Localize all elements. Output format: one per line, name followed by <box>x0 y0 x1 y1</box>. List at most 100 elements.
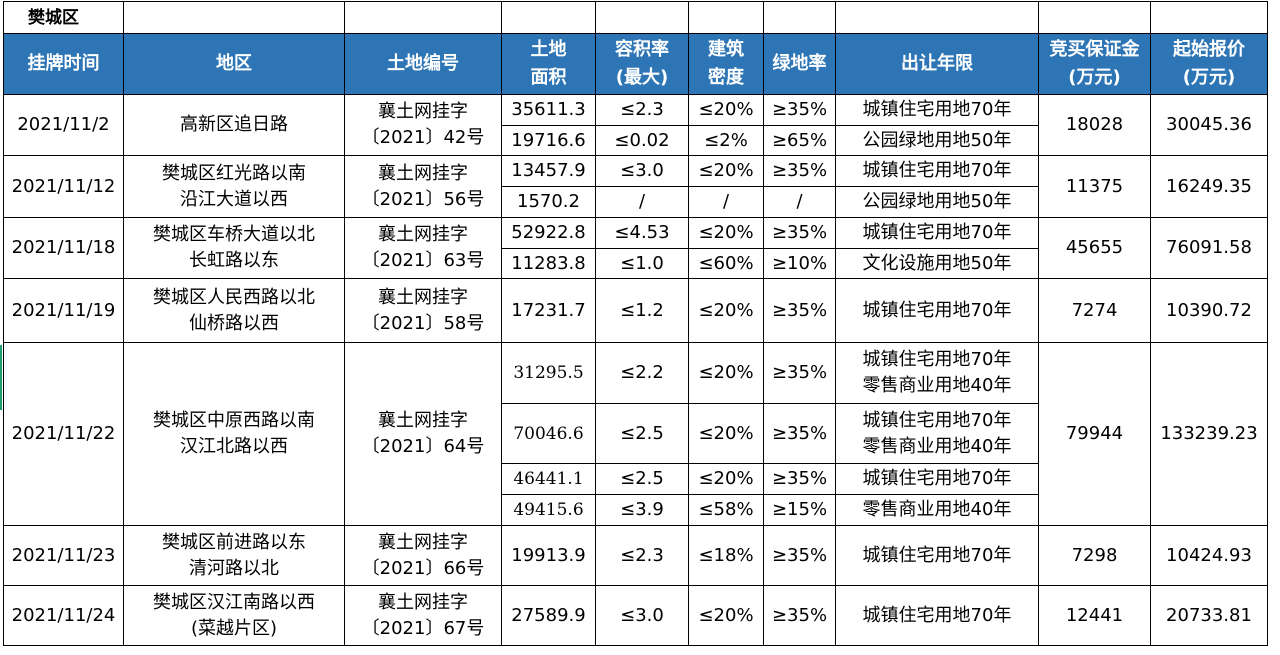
far-cell[interactable]: ≤3.0 <box>595 155 689 187</box>
sheet-title[interactable]: 樊城区 <box>3 1 124 34</box>
far-cell[interactable]: ≤4.53 <box>595 217 689 249</box>
area-cell[interactable]: 27589.9 <box>501 585 596 646</box>
deposit-cell[interactable]: 7274 <box>1038 278 1151 343</box>
region-cell[interactable]: 高新区追日路 <box>123 94 345 156</box>
green-rate-cell[interactable]: ≥35% <box>763 463 836 495</box>
far-cell[interactable]: / <box>595 186 689 218</box>
blank-cell[interactable] <box>1150 1 1268 34</box>
header-area[interactable]: 土地 面积 <box>501 33 596 95</box>
blank-cell[interactable] <box>595 1 689 34</box>
far-cell[interactable]: ≤2.5 <box>595 403 689 464</box>
deposit-cell[interactable]: 7298 <box>1038 525 1151 586</box>
region-cell[interactable]: 樊城区人民西路以北 仙桥路以西 <box>123 278 345 343</box>
start-price-cell[interactable]: 133239.23 <box>1150 342 1268 526</box>
start-price-cell[interactable]: 30045.36 <box>1150 94 1268 156</box>
density-cell[interactable]: ≤20% <box>688 342 764 404</box>
far-cell[interactable]: ≤2.5 <box>595 463 689 495</box>
area-cell[interactable]: 19716.6 <box>501 125 596 156</box>
header-listing-time[interactable]: 挂牌时间 <box>3 33 124 95</box>
term-cell[interactable]: 城镇住宅用地70年 <box>835 585 1039 646</box>
land-no-cell[interactable]: 襄土网挂字 〔2021〕56号 <box>344 155 502 218</box>
density-cell[interactable]: ≤60% <box>688 248 764 279</box>
listing-date-cell[interactable]: 2021/11/22 <box>3 342 124 526</box>
far-cell[interactable]: ≤3.9 <box>595 494 689 526</box>
density-cell[interactable]: ≤20% <box>688 403 764 464</box>
area-cell[interactable]: 35611.3 <box>501 94 596 126</box>
area-cell[interactable]: 13457.9 <box>501 155 596 187</box>
area-cell[interactable]: 46441.1 <box>501 463 596 495</box>
blank-cell[interactable] <box>835 1 1039 34</box>
term-cell[interactable]: 公园绿地用地50年 <box>835 125 1039 156</box>
green-rate-cell[interactable]: ≥10% <box>763 248 836 279</box>
region-cell[interactable]: 樊城区汉江南路以西 (菜越片区) <box>123 585 345 646</box>
density-cell[interactable]: ≤18% <box>688 525 764 586</box>
density-cell[interactable]: ≤20% <box>688 155 764 187</box>
green-rate-cell[interactable]: ≥15% <box>763 494 836 526</box>
term-cell[interactable]: 城镇住宅用地70年 零售商业用地40年 <box>835 403 1039 464</box>
density-cell[interactable]: ≤20% <box>688 278 764 343</box>
density-cell[interactable]: ≤58% <box>688 494 764 526</box>
area-cell[interactable]: 70046.6 <box>501 403 596 464</box>
green-rate-cell[interactable]: ≥35% <box>763 342 836 404</box>
header-land-no[interactable]: 土地编号 <box>344 33 502 95</box>
far-cell[interactable]: ≤1.0 <box>595 248 689 279</box>
far-cell[interactable]: ≤2.3 <box>595 525 689 586</box>
term-cell[interactable]: 城镇住宅用地70年 <box>835 525 1039 586</box>
blank-cell[interactable] <box>123 1 345 34</box>
green-rate-cell[interactable]: ≥35% <box>763 403 836 464</box>
region-cell[interactable]: 樊城区红光路以南 沿江大道以西 <box>123 155 345 218</box>
area-cell[interactable]: 19913.9 <box>501 525 596 586</box>
blank-cell[interactable] <box>763 1 836 34</box>
start-price-cell[interactable]: 20733.81 <box>1150 585 1268 646</box>
density-cell[interactable]: ≤20% <box>688 463 764 495</box>
header-far[interactable]: 容积率 (最大) <box>595 33 689 95</box>
area-cell[interactable]: 49415.6 <box>501 494 596 526</box>
far-cell[interactable]: ≤0.02 <box>595 125 689 156</box>
deposit-cell[interactable]: 79944 <box>1038 342 1151 526</box>
term-cell[interactable]: 城镇住宅用地70年 <box>835 94 1039 126</box>
listing-date-cell[interactable]: 2021/11/24 <box>3 585 124 646</box>
area-cell[interactable]: 1570.2 <box>501 186 596 218</box>
far-cell[interactable]: ≤2.3 <box>595 94 689 126</box>
listing-date-cell[interactable]: 2021/11/2 <box>3 94 124 156</box>
green-rate-cell[interactable]: ≥35% <box>763 525 836 586</box>
land-no-cell[interactable]: 襄土网挂字 〔2021〕64号 <box>344 342 502 526</box>
area-cell[interactable]: 11283.8 <box>501 248 596 279</box>
blank-cell[interactable] <box>688 1 764 34</box>
listing-date-cell[interactable]: 2021/11/12 <box>3 155 124 218</box>
start-price-cell[interactable]: 16249.35 <box>1150 155 1268 218</box>
start-price-cell[interactable]: 10424.93 <box>1150 525 1268 586</box>
deposit-cell[interactable]: 45655 <box>1038 217 1151 279</box>
green-rate-cell[interactable]: ≥65% <box>763 125 836 156</box>
header-deposit[interactable]: 竞买保证金 (万元) <box>1038 33 1151 95</box>
area-cell[interactable]: 52922.8 <box>501 217 596 249</box>
green-rate-cell[interactable]: ≥35% <box>763 155 836 187</box>
header-region[interactable]: 地区 <box>123 33 345 95</box>
listing-date-cell[interactable]: 2021/11/23 <box>3 525 124 586</box>
density-cell[interactable]: ≤20% <box>688 94 764 126</box>
green-rate-cell[interactable]: / <box>763 186 836 218</box>
density-cell[interactable]: ≤2% <box>688 125 764 156</box>
far-cell[interactable]: ≤2.2 <box>595 342 689 404</box>
term-cell[interactable]: 城镇住宅用地70年 零售商业用地40年 <box>835 342 1039 404</box>
header-green[interactable]: 绿地率 <box>763 33 836 95</box>
far-cell[interactable]: ≤1.2 <box>595 278 689 343</box>
term-cell[interactable]: 城镇住宅用地70年 <box>835 155 1039 187</box>
green-rate-cell[interactable]: ≥35% <box>763 278 836 343</box>
density-cell[interactable]: ≤20% <box>688 217 764 249</box>
blank-cell[interactable] <box>501 1 596 34</box>
term-cell[interactable]: 城镇住宅用地70年 <box>835 217 1039 249</box>
start-price-cell[interactable]: 76091.58 <box>1150 217 1268 279</box>
start-price-cell[interactable]: 10390.72 <box>1150 278 1268 343</box>
land-no-cell[interactable]: 襄土网挂字 〔2021〕42号 <box>344 94 502 156</box>
term-cell[interactable]: 公园绿地用地50年 <box>835 186 1039 218</box>
region-cell[interactable]: 樊城区前进路以东 清河路以北 <box>123 525 345 586</box>
region-cell[interactable]: 樊城区中原西路以南 汉江北路以西 <box>123 342 345 526</box>
listing-date-cell[interactable]: 2021/11/19 <box>3 278 124 343</box>
land-no-cell[interactable]: 襄土网挂字 〔2021〕58号 <box>344 278 502 343</box>
far-cell[interactable]: ≤3.0 <box>595 585 689 646</box>
deposit-cell[interactable]: 18028 <box>1038 94 1151 156</box>
density-cell[interactable]: ≤20% <box>688 585 764 646</box>
land-no-cell[interactable]: 襄土网挂字 〔2021〕66号 <box>344 525 502 586</box>
green-rate-cell[interactable]: ≥35% <box>763 585 836 646</box>
